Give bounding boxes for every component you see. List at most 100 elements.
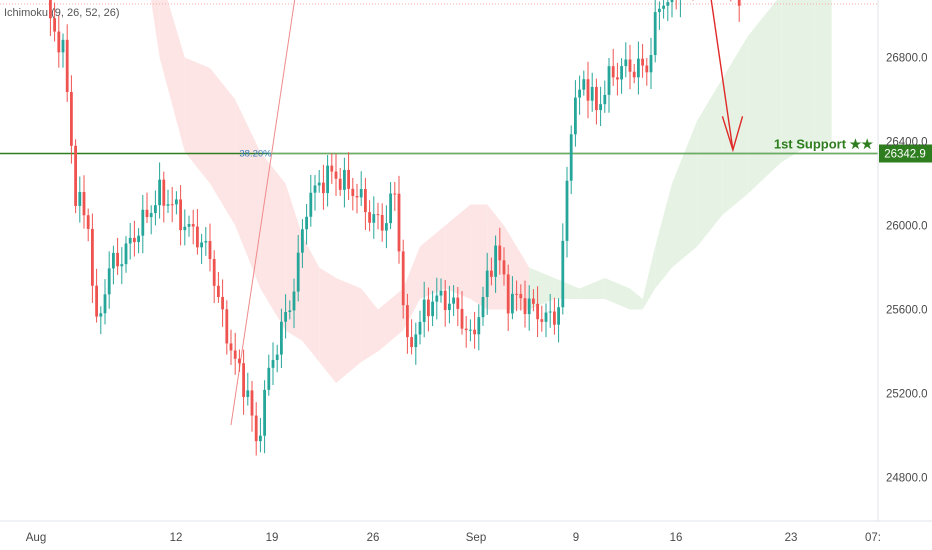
candle-body: [427, 299, 430, 317]
candle-body: [296, 252, 300, 292]
candle-body: [393, 193, 397, 195]
candle-body: [141, 209, 145, 236]
candle-body: [628, 59, 632, 72]
x-tick-label: 12: [170, 532, 183, 544]
candle-body: [78, 191, 82, 206]
candle-body: [595, 86, 598, 111]
drawings: 38.20%: [230, 0, 878, 426]
candle-body: [280, 321, 283, 355]
candles: [49, 0, 741, 456]
candle-body: [490, 270, 493, 277]
cloud-segment: [470, 204, 488, 310]
candle-body: [565, 180, 569, 241]
candle-body: [557, 307, 560, 325]
candle-body: [74, 145, 77, 206]
cloud-segment: [361, 288, 378, 362]
candle-body: [158, 179, 161, 206]
candle-body: [443, 290, 447, 311]
y-tick-label: 25600.0: [886, 305, 928, 317]
candle-body: [380, 215, 384, 231]
candle-body: [532, 298, 535, 304]
projection-arrow-head: [721, 116, 744, 153]
candle-body: [284, 312, 287, 322]
candle-body: [120, 264, 124, 267]
time-axis[interactable]: Aug 12 19 26 Sep 9 16 23 07:: [0, 520, 932, 544]
candle-body: [204, 241, 208, 243]
candle-body: [86, 215, 90, 229]
x-tick-label: 23: [785, 532, 798, 544]
candle-body: [448, 303, 451, 311]
candle-body: [99, 313, 103, 317]
candle-body: [574, 97, 577, 135]
candle-body: [154, 205, 157, 214]
candle-body: [326, 165, 329, 194]
candle-body: [107, 268, 111, 295]
candle-body: [536, 303, 539, 320]
candle-body: [485, 270, 489, 297]
candle-body: [385, 223, 388, 231]
candle-body: [313, 185, 317, 193]
candle-body: [494, 245, 497, 277]
level-labels: 2nd Resistance ★★1st Resistance ★★1st Su…: [774, 136, 873, 151]
cloud-segment: [260, 152, 286, 331]
price-axis[interactable]: 27995.427400.427296.026342.924800.025200…: [877, 0, 932, 521]
cloud-segment: [319, 267, 336, 383]
cloud-segment: [378, 288, 404, 352]
y-tick-label: 26800.0: [886, 53, 928, 65]
candle-body: [95, 285, 98, 317]
candle-body: [372, 214, 376, 223]
candle-body: [359, 189, 363, 198]
candle-body: [481, 296, 485, 318]
candle-body: [137, 235, 140, 243]
candle-body: [582, 79, 586, 90]
cloud-segment: [210, 68, 236, 226]
candle-body: [653, 12, 657, 56]
cloud-segment: [336, 278, 362, 383]
candle-body: [191, 224, 195, 227]
candle-body: [330, 165, 334, 172]
cloud-segment: [697, 78, 723, 247]
candle-body: [569, 134, 573, 181]
candle-body: [208, 241, 212, 260]
candle-body: [301, 229, 304, 253]
candle-body: [338, 178, 342, 190]
candle-body: [603, 94, 607, 105]
cloud-segment: [655, 183, 672, 289]
cloud-segment: [529, 267, 555, 310]
candle-body: [368, 212, 371, 223]
candle-body: [548, 311, 552, 313]
candle-body: [662, 5, 665, 9]
candle-body: [65, 39, 69, 93]
indicator-label[interactable]: Ichimoku (9, 26, 52, 26): [4, 7, 120, 19]
x-tick-label: 26: [367, 532, 380, 544]
candle-body: [242, 363, 245, 397]
candle-body: [238, 358, 241, 364]
x-tick-label: Aug: [26, 532, 46, 544]
candle-body: [389, 193, 392, 224]
cloud-segment: [150, 0, 160, 58]
candle-body: [586, 79, 590, 101]
cloud-segment: [722, 36, 748, 215]
candle-body: [414, 334, 418, 348]
candle-body: [456, 297, 460, 309]
level-label-text: 1st Support ★★: [774, 136, 873, 151]
candle-body: [645, 65, 649, 73]
x-tick-label: Sep: [466, 532, 486, 544]
y-tick-label: 24800.0: [886, 473, 928, 485]
candle-body: [469, 329, 472, 331]
candle-body: [670, 0, 674, 3]
candle-body: [511, 293, 514, 314]
candle-body: [246, 390, 250, 397]
candle-body: [267, 367, 271, 390]
candle-body: [128, 237, 132, 244]
candle-body: [221, 296, 224, 310]
candle-body: [187, 224, 191, 227]
cloud-segment: [672, 120, 698, 268]
candle-body: [70, 92, 73, 146]
candle-body: [225, 309, 229, 344]
candle-body: [737, 0, 741, 6]
candle-body: [179, 199, 182, 231]
x-tick-label: 9: [573, 532, 579, 544]
